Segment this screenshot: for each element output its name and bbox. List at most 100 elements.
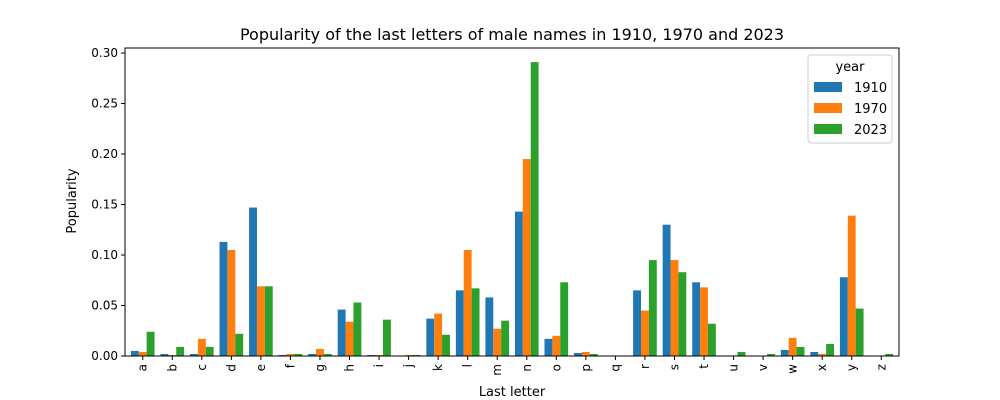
bar-2023-j	[412, 354, 421, 356]
x-tick-label: t	[697, 364, 711, 369]
bar-1910-d	[219, 241, 228, 356]
chart-title: Popularity of the last letters of male n…	[240, 25, 784, 44]
bar-2023-u	[737, 351, 746, 356]
x-tick-label: j	[402, 364, 416, 368]
x-tick-label: l	[461, 364, 475, 367]
bar-1910-k	[426, 318, 435, 356]
legend-label-2023: 2023	[854, 123, 887, 138]
x-tick-label: f	[283, 363, 297, 368]
bar-1910-i	[367, 354, 376, 356]
bar-2023-m	[501, 320, 510, 356]
bar-1970-j	[404, 354, 413, 356]
y-axis-label: Popularity	[65, 168, 80, 233]
x-tick-label: k	[431, 364, 445, 371]
bar-2023-k	[442, 334, 450, 356]
x-tick-label: n	[520, 364, 534, 372]
bar-1970-b	[168, 354, 177, 356]
x-tick-label: p	[579, 364, 593, 372]
bar-2023-t	[707, 323, 716, 356]
bar-1970-c	[197, 338, 206, 356]
bar-1910-h	[337, 309, 346, 356]
legend-label-1910: 1910	[854, 81, 887, 96]
x-tick-label: h	[343, 364, 357, 372]
bar-2023-g	[323, 353, 332, 356]
legend-swatch-2023	[814, 124, 842, 134]
bar-2023-b	[176, 346, 185, 356]
x-tick-label: d	[224, 364, 238, 372]
bars-group	[130, 62, 894, 356]
legend-label-1970: 1970	[854, 102, 887, 117]
bar-1970-i	[375, 354, 383, 356]
bar-2023-o	[560, 282, 569, 356]
y-tick-label: 0.25	[91, 97, 118, 111]
bar-2023-d	[235, 333, 244, 356]
x-tick-label: g	[313, 364, 327, 372]
bar-1910-g	[308, 353, 317, 356]
bar-1910-c	[189, 353, 198, 356]
bar-2023-e	[264, 286, 273, 356]
bar-1970-t	[700, 287, 708, 356]
bar-1910-e	[249, 207, 257, 356]
bar-1970-m	[493, 328, 502, 356]
bar-1970-s	[670, 260, 679, 356]
legend-box	[807, 54, 893, 144]
bar-1970-o	[552, 335, 561, 356]
bar-2023-v	[767, 353, 775, 356]
bar-1970-f	[286, 353, 295, 356]
x-axis: a b c d e f g h i j k l m n o p q r s t u v w x y z	[136, 356, 888, 376]
bar-2023-a	[146, 331, 155, 356]
bar-2023-c	[205, 346, 214, 356]
bar-1970-w	[788, 337, 797, 356]
bar-1910-f	[278, 354, 287, 356]
bar-1910-r	[633, 290, 641, 356]
x-tick-label: m	[490, 364, 504, 376]
bar-1910-a	[130, 350, 139, 356]
bar-1970-p	[581, 351, 590, 356]
bar-1910-w	[780, 349, 789, 356]
x-axis-label: Last letter	[479, 385, 546, 400]
bar-1970-l	[463, 249, 472, 356]
x-tick-label: s	[667, 364, 681, 370]
bar-2023-w	[796, 346, 805, 356]
bar-1970-d	[227, 249, 236, 356]
y-tick-label: 0.05	[91, 299, 118, 313]
plot-frame	[124, 47, 900, 357]
x-tick-label: o	[549, 364, 563, 371]
x-tick-label: b	[165, 364, 179, 372]
bar-1910-x	[810, 351, 819, 356]
bar-1910-l	[455, 290, 464, 356]
bar-1970-n	[522, 159, 531, 356]
x-tick-label: z	[874, 364, 888, 370]
legend-swatch-1910	[814, 82, 842, 92]
legend: year 1910 1970 2023	[807, 54, 893, 144]
bar-2023-r	[648, 260, 657, 356]
x-tick-label: a	[136, 364, 150, 371]
x-tick-label: x	[815, 364, 829, 371]
x-tick-label: y	[845, 364, 859, 371]
legend-swatch-1970	[814, 103, 842, 113]
x-tick-label: u	[727, 364, 741, 372]
bar-1910-s	[662, 224, 671, 356]
bar-2023-x	[826, 343, 835, 356]
bar-1970-h	[345, 321, 354, 356]
legend-title: year	[835, 60, 865, 75]
x-tick-label: c	[195, 364, 209, 371]
bar-1970-r	[641, 310, 649, 356]
bar-2023-p	[589, 353, 598, 356]
y-tick-label: 0.20	[91, 147, 118, 161]
x-tick-label: i	[372, 364, 386, 367]
bar-1910-b	[160, 353, 169, 356]
bar-1910-y	[839, 277, 848, 356]
bar-1910-m	[485, 297, 494, 356]
x-tick-label: r	[638, 364, 652, 369]
bar-1910-t	[692, 282, 701, 356]
y-axis: 0.00 0.05 0.10 0.15 0.20 0.25 0.30	[91, 46, 125, 363]
x-tick-label: q	[608, 364, 622, 372]
bar-1970-a	[138, 351, 147, 356]
bar-2023-f	[294, 353, 303, 356]
x-tick-label: v	[756, 364, 770, 371]
bar-1970-e	[256, 286, 265, 356]
y-tick-label: 0.15	[91, 198, 118, 212]
y-tick-label: 0.30	[91, 46, 118, 60]
